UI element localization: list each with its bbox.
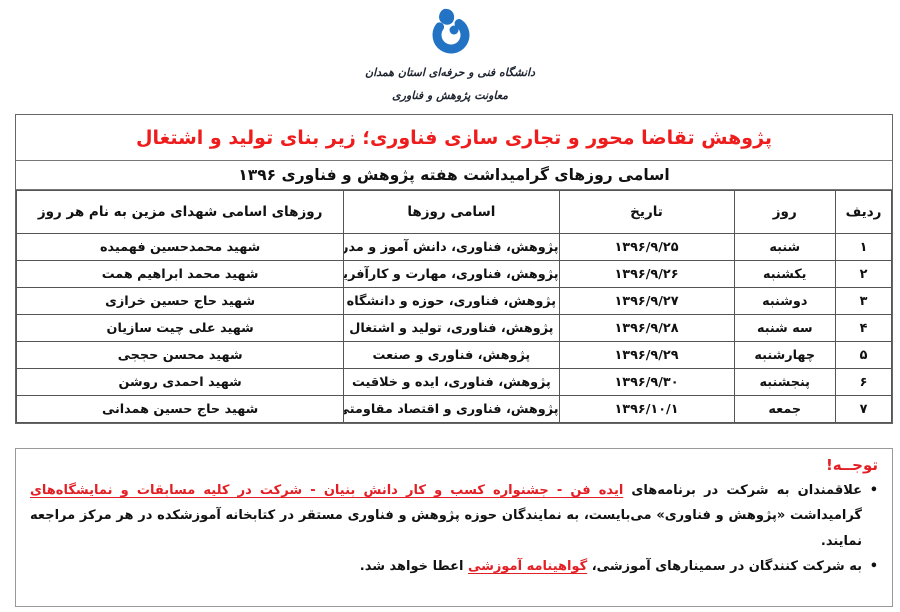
cell-day-name: پژوهش، فناوری و صنعت: [343, 341, 560, 369]
notes-box: توجــه! علاقمندان به شرکت در برنامه‌های …: [15, 448, 893, 607]
notes-list: علاقمندان به شرکت در برنامه‌های ایده فن …: [30, 478, 878, 580]
note1-text-post: گرامیداشت «پژوهش و فناوری» می‌بایست، به …: [30, 508, 862, 549]
col-header-row-no: ردیف: [835, 190, 892, 234]
table-row: ۴ سه شنبه ۱۳۹۶/۹/۲۸ پژوهش، فناوری، تولید…: [15, 314, 892, 342]
cell-day: دوشنبه: [733, 287, 836, 315]
note2-text-post: اعطا خواهد شد.: [359, 559, 468, 575]
cell-date: ۱۳۹۶/۹/۲۷: [558, 287, 735, 315]
table-row: ۶ پنجشنبه ۱۳۹۶/۹/۳۰ پژوهش، فناوری، ایده …: [15, 368, 892, 396]
cell-martyr: شهید محمدحسین فهمیده: [15, 233, 345, 261]
table-row: ۳ دوشنبه ۱۳۹۶/۹/۲۷ پژوهش، فناوری، حوزه و…: [15, 287, 892, 315]
cell-day: پنجشنبه: [733, 368, 836, 396]
cell-row-no: ۶: [835, 368, 892, 396]
cell-day: چهارشنبه: [733, 341, 836, 369]
table-row: ۷ جمعه ۱۳۹۶/۱۰/۱ پژوهش، فناوری و اقتصاد …: [15, 395, 892, 423]
cell-day: یکشنبه: [733, 260, 836, 288]
note2-highlight: گواهینامه آموزشی: [467, 559, 588, 575]
banner-title: پژوهش تقاضا محور و تجاری سازی فناوری؛ زی…: [135, 126, 773, 149]
cell-day-name: پژوهش، فناوری، ایده و خلاقیت: [343, 368, 560, 396]
cell-day: سه شنبه: [733, 314, 836, 342]
research-week-table: ردیف روز تاریخ اسامی روزها روزهای اسامی …: [15, 190, 892, 423]
cell-day: شنبه: [733, 233, 836, 261]
table-row: ۱ شنبه ۱۳۹۶/۹/۲۵ پژوهش، فناوری، دانش آمو…: [15, 233, 892, 261]
note1-text-pre: علاقمندان به شرکت در برنامه‌های: [623, 483, 862, 498]
cell-date: ۱۳۹۶/۹/۳۰: [558, 368, 735, 396]
cell-martyr: شهید حاج حسین همدانی: [15, 395, 345, 423]
cell-martyr: شهید محمد ابراهیم همت: [15, 260, 345, 288]
org-name-line1: دانشگاه فنی و حرفه‌ای استان همدان: [364, 66, 535, 79]
banner-subtitle: اسامی روزهای گرامیداشت هفته پژوهش و فناو…: [238, 166, 670, 184]
cell-row-no: ۱: [835, 233, 892, 261]
col-header-day-name: اسامی روزها: [343, 190, 560, 234]
cell-row-no: ۲: [835, 260, 892, 288]
cell-row-no: ۷: [835, 395, 892, 423]
university-logo-icon: [424, 6, 476, 56]
cell-date: ۱۳۹۶/۱۰/۱: [558, 395, 735, 423]
cell-date: ۱۳۹۶/۹/۲۶: [558, 260, 735, 288]
table-header-row: ردیف روز تاریخ اسامی روزها روزهای اسامی …: [15, 190, 892, 234]
cell-row-no: ۵: [835, 341, 892, 369]
schedule-box: پژوهش تقاضا محور و تجاری سازی فناوری؛ زی…: [15, 114, 893, 424]
cell-martyr: شهید محسن حججی: [15, 341, 345, 369]
cell-day-name: پژوهش، فناوری، حوزه و دانشگاه: [343, 287, 560, 315]
note-item-programs: علاقمندان به شرکت در برنامه‌های ایده فن …: [30, 478, 878, 554]
note-item-certificate: به شرکت کنندگان در سمینارهای آموزشی، گوا…: [30, 554, 878, 580]
cell-martyr: شهید علی چیت سازیان: [15, 314, 345, 342]
note2-text-pre: به شرکت کنندگان در سمینارهای آموزشی،: [587, 559, 862, 575]
cell-date: ۱۳۹۶/۹/۲۵: [558, 233, 735, 261]
cell-day-name: پژوهش، فناوری و اقتصاد مقاومتی: [343, 395, 560, 423]
cell-date: ۱۳۹۶/۹/۲۸: [558, 314, 735, 342]
cell-day-name: پژوهش، فناوری، تولید و اشتغال: [343, 314, 560, 342]
col-header-date: تاریخ: [558, 190, 735, 234]
banner-title-row: پژوهش تقاضا محور و تجاری سازی فناوری؛ زی…: [16, 115, 892, 161]
cell-day: جمعه: [733, 395, 836, 423]
cell-row-no: ۴: [835, 314, 892, 342]
letterhead: دانشگاه فنی و حرفه‌ای استان همدان معاونت…: [0, 6, 900, 102]
cell-day-name: پژوهش، فناوری، مهارت و کارآفرینی: [343, 260, 560, 288]
cell-date: ۱۳۹۶/۹/۲۹: [558, 341, 735, 369]
cell-martyr: شهید حاج حسین خرازی: [15, 287, 345, 315]
banner-subtitle-row: اسامی روزهای گرامیداشت هفته پژوهش و فناو…: [16, 161, 892, 190]
cell-day-name: پژوهش، فناوری، دانش آموز و مدرسه: [343, 233, 560, 261]
col-header-martyr: روزهای اسامی شهدای مزین به نام هر روز: [15, 190, 345, 234]
cell-row-no: ۳: [835, 287, 892, 315]
table-row: ۲ یکشنبه ۱۳۹۶/۹/۲۶ پژوهش، فناوری، مهارت …: [15, 260, 892, 288]
org-name-line2: معاونت پژوهش و فناوری: [392, 89, 508, 102]
note1-highlight: ایده فن - جشنواره کسب و کار دانش بنیان -…: [30, 483, 624, 498]
notes-title: توجــه!: [825, 456, 878, 474]
table-row: ۵ چهارشنبه ۱۳۹۶/۹/۲۹ پژوهش، فناوری و صنع…: [15, 341, 892, 369]
col-header-day: روز: [733, 190, 836, 234]
cell-martyr: شهید احمدی روشن: [15, 368, 345, 396]
